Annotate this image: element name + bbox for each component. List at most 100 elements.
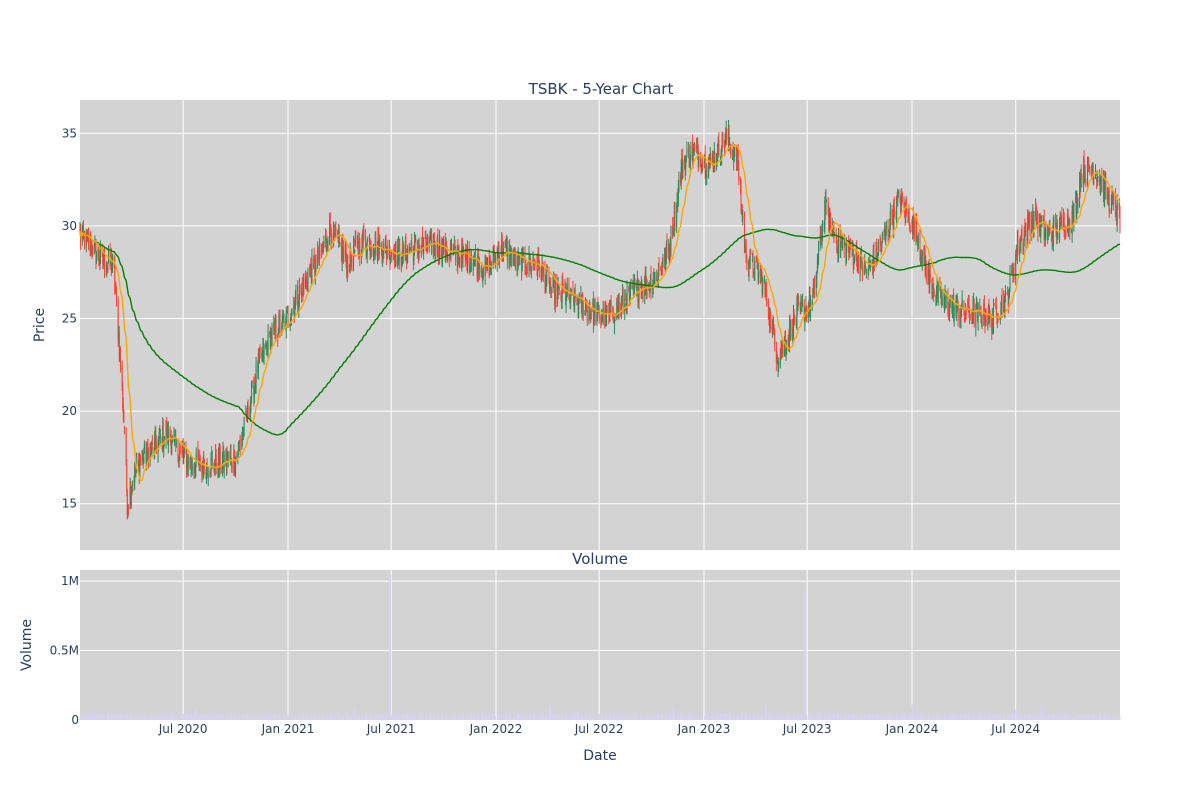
volume-bar xyxy=(743,715,745,720)
volume-bar xyxy=(402,715,404,720)
volume-bar xyxy=(892,716,894,720)
candle-up xyxy=(1035,207,1037,219)
volume-bar xyxy=(545,714,547,720)
volume-bar xyxy=(791,717,793,720)
volume-bar xyxy=(362,716,364,720)
volume-bar xyxy=(1108,715,1110,720)
candle-up xyxy=(853,258,855,264)
volume-bar xyxy=(1011,714,1013,720)
candle-up xyxy=(1043,219,1045,222)
volume-bar xyxy=(570,714,572,720)
volume-bar xyxy=(233,713,235,720)
candle-down xyxy=(791,319,793,339)
volume-bar xyxy=(664,717,666,720)
candle-up xyxy=(653,277,655,284)
volume-bar xyxy=(470,714,472,720)
candle-up xyxy=(771,322,773,329)
candle-up xyxy=(682,161,684,174)
volume-bar xyxy=(1084,713,1086,720)
candle-down xyxy=(696,145,698,148)
candle-down xyxy=(789,321,791,339)
candle-up xyxy=(865,270,867,272)
volume-bar xyxy=(941,717,943,720)
volume-bar xyxy=(680,714,682,720)
volume-bar xyxy=(452,715,454,720)
volume-bar xyxy=(102,714,104,720)
volume-bar xyxy=(265,716,267,720)
volume-bar xyxy=(897,714,899,720)
volume-bar xyxy=(301,715,303,720)
candle-up xyxy=(853,262,855,264)
candle-up xyxy=(423,238,425,254)
volume-bar xyxy=(775,716,777,720)
volume-bar xyxy=(298,713,300,720)
price-tick-label: 20 xyxy=(62,404,77,418)
candle-up xyxy=(333,221,335,239)
volume-bar xyxy=(334,716,336,720)
candle-up xyxy=(717,139,719,147)
candle-up xyxy=(840,242,842,252)
volume-bar xyxy=(566,713,568,720)
volume-bar xyxy=(239,716,241,720)
candle-down xyxy=(1084,172,1086,179)
volume-bar xyxy=(933,716,935,720)
volume-bar xyxy=(1017,716,1019,720)
candle-down xyxy=(558,287,560,290)
candle-up xyxy=(785,351,787,355)
volume-bar xyxy=(701,715,703,720)
volume-bar xyxy=(762,717,764,720)
candle-down xyxy=(1020,237,1022,241)
volume-bar xyxy=(640,715,642,720)
candle-down xyxy=(1069,228,1071,232)
candle-up xyxy=(183,445,185,453)
candle-down xyxy=(1035,206,1037,227)
candle-up xyxy=(497,250,499,257)
candle-up xyxy=(163,442,165,449)
candle-down xyxy=(1055,222,1057,226)
candle-up xyxy=(932,286,934,293)
candle-down xyxy=(750,252,752,255)
volume-bar xyxy=(339,716,341,720)
volume-bar xyxy=(251,715,253,720)
candle-up xyxy=(436,237,438,252)
volume-bar xyxy=(672,707,674,720)
volume-bar xyxy=(562,715,564,720)
candle-down xyxy=(199,455,201,459)
candle-down xyxy=(425,234,427,247)
volume-bar xyxy=(682,716,684,720)
candle-down xyxy=(145,442,147,462)
candle-up xyxy=(374,236,376,251)
candle-up xyxy=(1007,291,1009,293)
volume-bar xyxy=(321,713,323,720)
volume-bar xyxy=(397,715,399,720)
candle-down xyxy=(153,448,155,454)
volume-bar xyxy=(884,717,886,720)
volume-bar xyxy=(746,715,748,720)
volume-bar xyxy=(880,716,882,720)
volume-bar xyxy=(802,714,804,720)
volume-bar xyxy=(564,715,566,720)
volume-bar xyxy=(422,716,424,720)
candle-down xyxy=(945,292,947,303)
candle-up xyxy=(565,301,567,308)
volume-bar xyxy=(428,715,430,720)
candle-down xyxy=(266,345,268,355)
volume-bar xyxy=(1085,714,1087,720)
volume-bar xyxy=(326,716,328,720)
volume-bar xyxy=(293,715,295,720)
candle-up xyxy=(672,228,674,234)
volume-bar xyxy=(398,715,400,720)
volume-bar xyxy=(1087,715,1089,720)
volume-bar xyxy=(581,713,583,720)
volume-bar xyxy=(716,713,718,720)
volume-bar xyxy=(700,716,702,720)
date-tick-label: Jul 2024 xyxy=(990,722,1040,736)
candle-up xyxy=(472,263,474,271)
volume-bar xyxy=(1043,714,1045,720)
candle-down xyxy=(261,352,263,358)
candle-down xyxy=(856,262,858,272)
volume-bar xyxy=(809,714,811,720)
volume-bar xyxy=(783,715,785,720)
volume-bar xyxy=(361,716,363,720)
candle-up xyxy=(357,242,359,247)
